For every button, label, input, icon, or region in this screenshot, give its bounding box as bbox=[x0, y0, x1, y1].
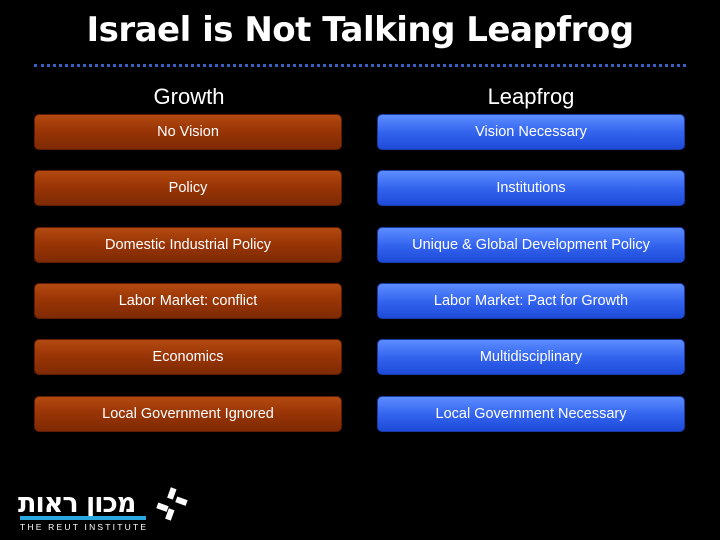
growth-item-local-government-ignored: Local Government Ignored bbox=[34, 396, 342, 432]
leapfrog-item-vision-necessary: Vision Necessary bbox=[377, 114, 685, 150]
logo-english-text: THE REUT INSTITUTE bbox=[20, 522, 149, 532]
leapfrog-item-labor-pact: Labor Market: Pact for Growth bbox=[377, 283, 685, 319]
leapfrog-column-header: Leapfrog bbox=[487, 84, 575, 109]
logo-accent-bar bbox=[20, 516, 146, 520]
logo-hebrew-text: מכון ראות bbox=[18, 488, 136, 519]
growth-column-header: Growth bbox=[153, 84, 225, 109]
leapfrog-item-local-government-necessary: Local Government Necessary bbox=[377, 396, 685, 432]
title-divider bbox=[34, 64, 686, 67]
growth-item-labor-conflict: Labor Market: conflict bbox=[34, 283, 342, 319]
leapfrog-item-global-development-policy: Unique & Global Development Policy bbox=[377, 227, 685, 263]
growth-item-policy: Policy bbox=[34, 170, 342, 206]
slide-title: Israel is Not Talking Leapfrog bbox=[86, 10, 634, 50]
growth-item-domestic-industrial-policy: Domestic Industrial Policy bbox=[34, 227, 342, 263]
growth-item-no-vision: No Vision bbox=[34, 114, 342, 150]
reut-institute-logo-icon bbox=[156, 487, 188, 521]
leapfrog-item-institutions: Institutions bbox=[377, 170, 685, 206]
leapfrog-item-multidisciplinary: Multidisciplinary bbox=[377, 339, 685, 375]
reut-institute-logo: מכון ראות THE REUT INSTITUTE bbox=[18, 487, 193, 534]
growth-item-economics: Economics bbox=[34, 339, 342, 375]
